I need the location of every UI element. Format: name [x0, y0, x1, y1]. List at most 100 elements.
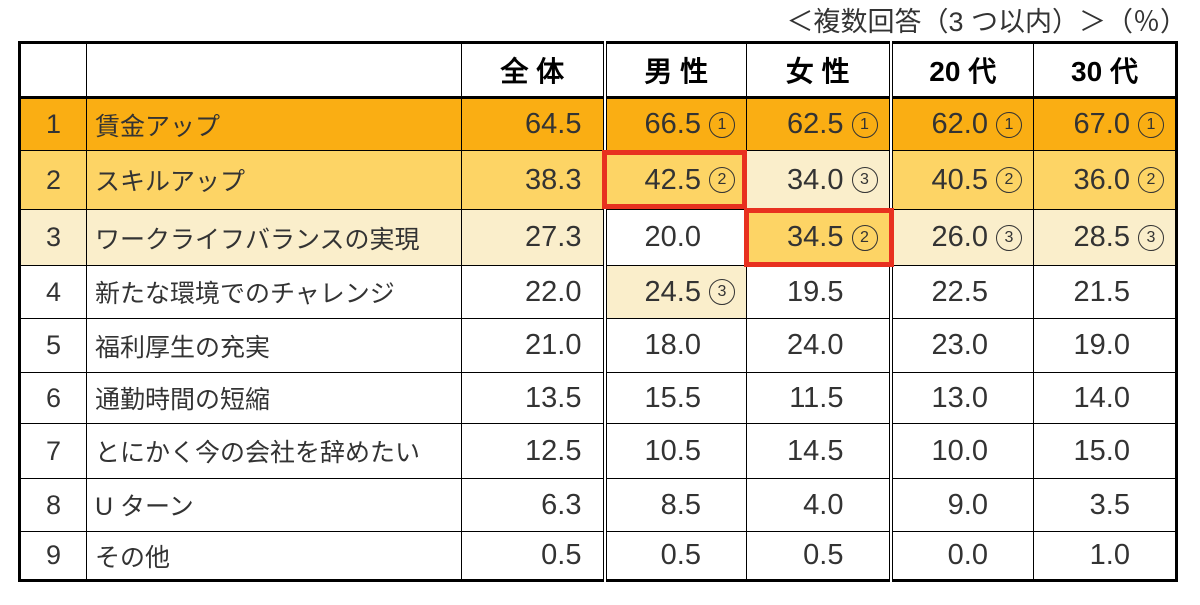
value-cell-20dai: 62.0 1 [888, 97, 1034, 151]
value-cell-30dai: 67.0 1 [1033, 97, 1177, 151]
value-cell-josei: 0.5 [746, 531, 891, 581]
rank-number-cell: 6 [19, 372, 87, 424]
value-cell-josei: 4.0 [746, 478, 891, 532]
header-row: 全 体 男 性 女 性 20 代 30 代 [19, 42, 1177, 99]
value-cell-dansei: 24.5 3 [602, 265, 747, 319]
rank-badge-box: 3 [1130, 224, 1172, 251]
value-cell-zentai: 0.5 [461, 531, 605, 581]
value-cell-20dai: 9.0 [888, 478, 1034, 532]
value-cell-30dai: 19.0 [1033, 318, 1177, 373]
cell-value: 14.5 [787, 434, 844, 467]
header-cell-20dai: 20 代 [888, 42, 1034, 99]
value-cell-zentai: 6.3 [461, 478, 605, 532]
value-cell-dansei: 0.5 [602, 531, 747, 581]
rank-badge-box: 2 [701, 167, 743, 193]
value-cell-zentai: 13.5 [461, 372, 605, 424]
header-cell-30dai: 30 代 [1033, 42, 1177, 99]
cell-value: 34.0 [787, 163, 844, 196]
rank-number-cell: 7 [19, 423, 87, 479]
value-cell-zentai: 27.3 [461, 209, 605, 266]
rank-number-cell: 9 [19, 531, 87, 581]
rank-number-cell: 1 [19, 97, 87, 151]
cell-value: 21.5 [1073, 275, 1130, 308]
rank-badge: 2 [851, 224, 878, 251]
table-row: 7 とにかく今の会社を辞めたい 12.5 10.5 14.5 10.0 15.0 [19, 423, 1177, 479]
item-label-cell: その他 [86, 531, 462, 581]
item-label-cell: 賃金アップ [86, 97, 462, 151]
cell-value: 22.5 [931, 275, 988, 308]
value-cell-dansei: 8.5 [602, 478, 747, 532]
cell-value: 4.0 [803, 488, 844, 521]
rank-number-cell: 4 [19, 265, 87, 319]
value-cell-dansei: 15.5 [602, 372, 747, 424]
cell-value: 15.5 [644, 381, 701, 414]
value-cell-josei: 34.0 3 [746, 150, 891, 210]
value-cell-josei: 11.5 [746, 372, 891, 424]
rank-badge-box: 3 [988, 224, 1030, 251]
value-cell-josei: 62.5 1 [746, 97, 891, 151]
value-cell-20dai: 26.0 3 [888, 209, 1034, 266]
value-cell-30dai: 15.0 [1033, 423, 1177, 479]
value-cell-zentai: 12.5 [461, 423, 605, 479]
header-cell-zentai: 全 体 [461, 42, 605, 99]
value-cell-30dai: 14.0 [1033, 372, 1177, 424]
rank-badge-box: 3 [701, 279, 743, 305]
rank-number-cell: 5 [19, 318, 87, 373]
cell-value: 19.5 [787, 275, 844, 308]
item-label-cell: 新たな環境でのチャレンジ [86, 265, 462, 319]
value-cell-dansei: 66.5 1 [602, 97, 747, 151]
cell-value: 40.5 [931, 163, 988, 196]
rank-number-cell: 8 [19, 478, 87, 532]
cell-value: 13.0 [931, 381, 988, 414]
rank-badge-box: 1 [701, 111, 743, 138]
rank-badge-box: 3 [844, 167, 886, 193]
table-row: 2 スキルアップ 38.3 42.5 2 34.0 3 40.5 2 36.0 2 [19, 150, 1177, 210]
cell-value: 15.0 [1073, 434, 1130, 467]
cell-value: 14.0 [1073, 381, 1130, 414]
cell-value: 28.5 [1073, 221, 1130, 253]
cell-value: 67.0 [1073, 108, 1130, 140]
cell-value: 23.0 [931, 329, 988, 361]
value-cell-20dai: 40.5 2 [888, 150, 1034, 210]
item-label-cell: 通勤時間の短縮 [86, 372, 462, 424]
rank-number-cell: 3 [19, 209, 87, 266]
cell-value: 66.5 [644, 108, 701, 140]
value-cell-zentai: 64.5 [461, 97, 605, 151]
cell-value: 0.0 [947, 539, 988, 571]
cell-value: 19.0 [1073, 329, 1130, 361]
cell-value: 10.5 [644, 434, 701, 467]
rank-badge: 3 [851, 167, 878, 193]
value-cell-josei: 19.5 [746, 265, 891, 319]
cell-value: 8.5 [660, 488, 701, 521]
value-cell-dansei: 10.5 [602, 423, 747, 479]
value-cell-20dai: 22.5 [888, 265, 1034, 319]
cell-value: 24.5 [644, 275, 701, 308]
rank-badge: 1 [709, 111, 735, 138]
rank-badge-box: 2 [988, 167, 1030, 193]
value-cell-30dai: 36.0 2 [1033, 150, 1177, 210]
value-cell-josei: 14.5 [746, 423, 891, 479]
rank-number-cell: 2 [19, 150, 87, 210]
value-cell-zentai: 21.0 [461, 318, 605, 373]
value-cell-dansei: 20.0 [602, 209, 747, 266]
value-cell-30dai: 21.5 [1033, 265, 1177, 319]
value-cell-30dai: 28.5 3 [1033, 209, 1177, 266]
item-label-cell: 福利厚生の充実 [86, 318, 462, 373]
cell-value: 1.0 [1089, 539, 1130, 571]
rank-badge: 1 [1138, 111, 1164, 138]
rank-badge: 2 [996, 167, 1022, 193]
value-cell-dansei: 42.5 2 [602, 150, 747, 210]
item-label-cell: スキルアップ [86, 150, 462, 210]
value-cell-20dai: 23.0 [888, 318, 1034, 373]
rank-badge-box: 2 [844, 224, 886, 251]
header-cell-dansei: 男 性 [602, 42, 747, 99]
cell-value: 36.0 [1073, 163, 1130, 196]
survey-table: 全 体 男 性 女 性 20 代 30 代 1 賃金アップ 64.5 66.5 1 62.… [18, 41, 1178, 582]
header-cell-item [86, 42, 462, 99]
rank-badge-box: 1 [1130, 111, 1172, 138]
rank-badge-box: 1 [988, 111, 1030, 138]
cell-value: 11.5 [789, 381, 844, 414]
rank-badge: 3 [996, 224, 1022, 251]
